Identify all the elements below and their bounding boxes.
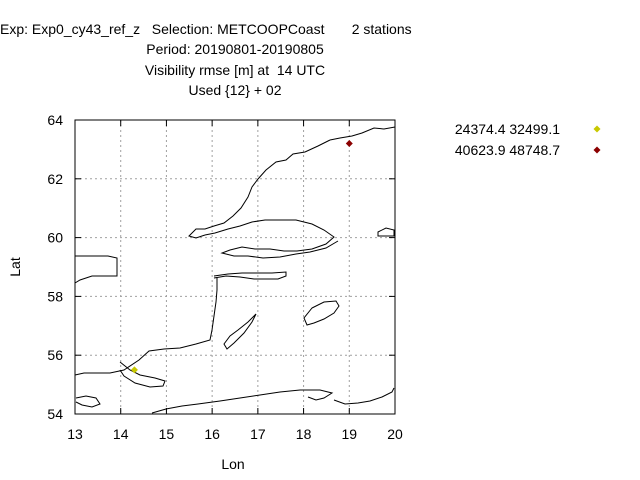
chart-title-line-2: Period: 20190801-20190805 [146, 41, 324, 57]
legend-label: 24374.4 32499.1 [455, 121, 560, 137]
y-tick-label: 54 [47, 406, 63, 422]
axis-ticks: 13 14 15 16 17 18 19 20 54 56 58 60 62 64 [47, 112, 403, 442]
x-axis-label: Lon [221, 456, 244, 472]
y-tick-label: 56 [47, 347, 63, 363]
y-tick-label: 62 [47, 171, 63, 187]
x-tick-label: 19 [341, 426, 357, 442]
chart-title-line-1: Exp: Exp0_cy43_ref_z Selection: METCOOPC… [0, 21, 412, 37]
x-tick-label: 15 [159, 426, 175, 442]
y-tick-label: 58 [47, 288, 63, 304]
plot-frame [74, 119, 396, 415]
chart-title-line-4: Used {12} + 02 [188, 82, 282, 98]
y-tick-label: 64 [47, 112, 63, 128]
y-tick-label: 60 [47, 230, 63, 246]
legend-label: 40623.9 48748.7 [455, 142, 560, 158]
x-tick-label: 14 [113, 426, 129, 442]
legend: 24374.4 32499.1 40623.9 48748.7 [455, 121, 601, 158]
x-tick-label: 20 [387, 426, 403, 442]
chart-title-line-3: Visibility rmse [m] at 14 UTC [144, 62, 326, 78]
x-tick-label: 18 [296, 426, 312, 442]
x-tick-label: 16 [204, 426, 220, 442]
legend-marker [593, 146, 601, 154]
x-tick-label: 17 [250, 426, 266, 442]
data-point [345, 140, 353, 148]
coastline-map [74, 126, 396, 414]
y-axis-label: Lat [7, 257, 23, 277]
x-tick-label: 13 [67, 426, 83, 442]
grid-lines [75, 120, 395, 414]
data-point [130, 366, 138, 374]
data-points [130, 140, 353, 374]
legend-marker [593, 125, 601, 133]
